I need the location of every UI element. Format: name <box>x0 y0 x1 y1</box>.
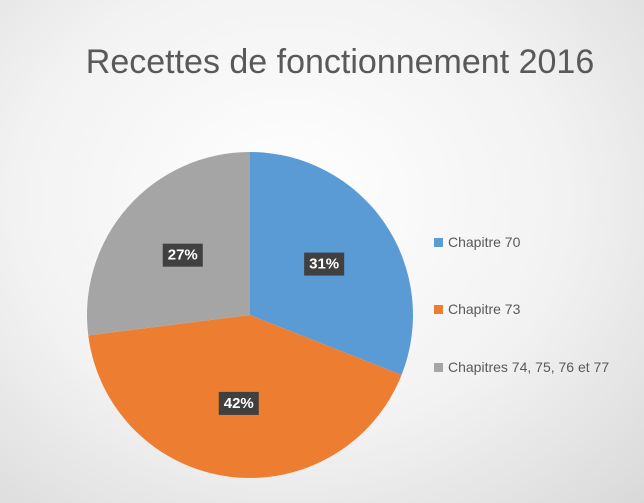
legend-item: Chapitre 70 <box>434 232 634 252</box>
legend-swatch <box>434 305 443 314</box>
legend-swatch <box>434 238 443 247</box>
legend-label: Chapitres 74, 75, 76 et 77 <box>448 359 610 375</box>
legend-label: Chapitre 73 <box>448 301 521 317</box>
legend-swatch <box>434 363 443 372</box>
data-label-bg <box>218 391 259 415</box>
legend-item: Chapitre 73 <box>434 299 634 319</box>
legend-item: Chapitres 74, 75, 76 et 77 <box>434 357 634 377</box>
data-label: 31% <box>309 256 339 273</box>
chart-title: Recettes de fonctionnement 2016 <box>85 43 595 81</box>
legend-label: Chapitre 70 <box>448 234 521 250</box>
data-label-bg <box>304 252 345 276</box>
data-label-bg <box>162 243 203 267</box>
data-label: 27% <box>168 247 198 264</box>
data-label: 42% <box>224 395 254 412</box>
